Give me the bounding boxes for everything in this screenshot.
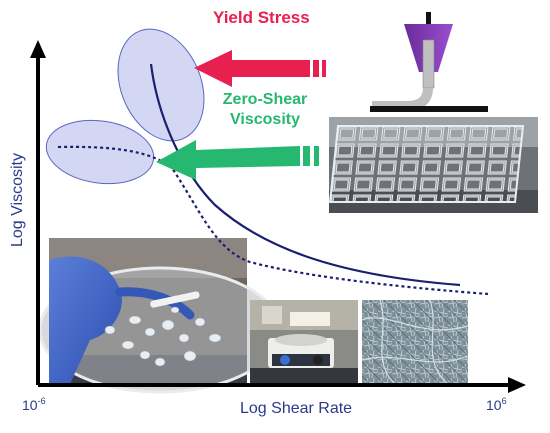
yield-stress-label: Yield Stress xyxy=(213,8,310,27)
zero-shear-viscosity-label: Zero-Shear Viscosity xyxy=(222,91,308,128)
microscopy-photo xyxy=(361,299,469,385)
printer-nozzle-illustration xyxy=(370,12,488,112)
yield-stress-arrow xyxy=(194,50,326,87)
x-max-base: 10 xyxy=(486,397,502,413)
x-max-exponent: 6 xyxy=(501,396,507,406)
yield-stress-curve xyxy=(149,63,461,287)
y-axis-label: Log Viscosity xyxy=(9,153,26,247)
axes xyxy=(30,40,526,393)
x-min-base: 10 xyxy=(22,397,38,413)
zero-shear-region xyxy=(45,119,155,185)
x-axis-label: Log Shear Rate xyxy=(240,400,353,417)
zero-shear-curve xyxy=(57,145,489,296)
printed-lattice-photo xyxy=(328,117,538,213)
x-min-exponent: -6 xyxy=(37,396,46,406)
x-axis-max-tick: 106 xyxy=(486,396,507,413)
zero-shear-arrow xyxy=(156,140,319,180)
x-axis-min-tick: 10-6 xyxy=(22,396,46,413)
lab-stirrer-photo xyxy=(250,300,358,384)
petri-dish-photo xyxy=(38,238,282,394)
